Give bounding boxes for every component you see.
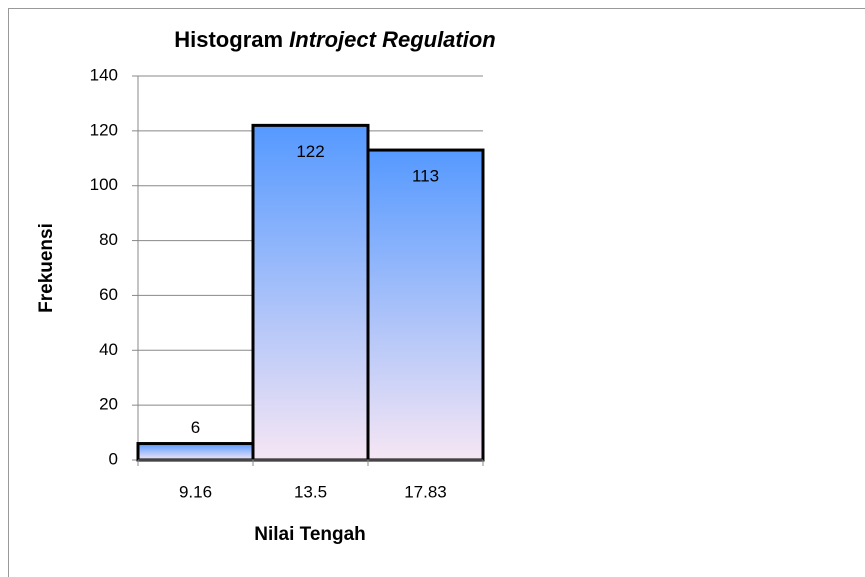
y-tick-label: 40 bbox=[99, 340, 118, 359]
x-tick-label: 17.83 bbox=[404, 482, 447, 501]
bar bbox=[136, 442, 255, 462]
x-tick-label: 9.16 bbox=[179, 482, 212, 501]
y-tick-label: 120 bbox=[90, 120, 118, 139]
y-tick-label: 140 bbox=[90, 65, 118, 84]
y-axis-label: Frekuensi bbox=[36, 223, 57, 313]
chart-frame bbox=[8, 8, 865, 577]
data-label: 113 bbox=[412, 167, 439, 186]
chart-title-italic: Introject Regulation bbox=[289, 27, 496, 52]
y-tick-label: 100 bbox=[90, 175, 118, 194]
x-tick-label: 13.5 bbox=[294, 482, 327, 501]
y-tick-label: 60 bbox=[99, 285, 118, 304]
data-label: 122 bbox=[296, 142, 324, 161]
x-axis-label: Nilai Tengah bbox=[254, 524, 366, 545]
bar bbox=[251, 123, 370, 462]
y-tick-label: 80 bbox=[99, 230, 118, 249]
data-label: 6 bbox=[191, 418, 200, 437]
y-tick-label: 20 bbox=[99, 395, 118, 414]
chart-title-main: Histogram bbox=[174, 27, 283, 52]
bar bbox=[366, 148, 485, 462]
y-tick-label: 0 bbox=[109, 449, 118, 468]
chart-title: Histogram Introject Regulation bbox=[174, 27, 495, 52]
